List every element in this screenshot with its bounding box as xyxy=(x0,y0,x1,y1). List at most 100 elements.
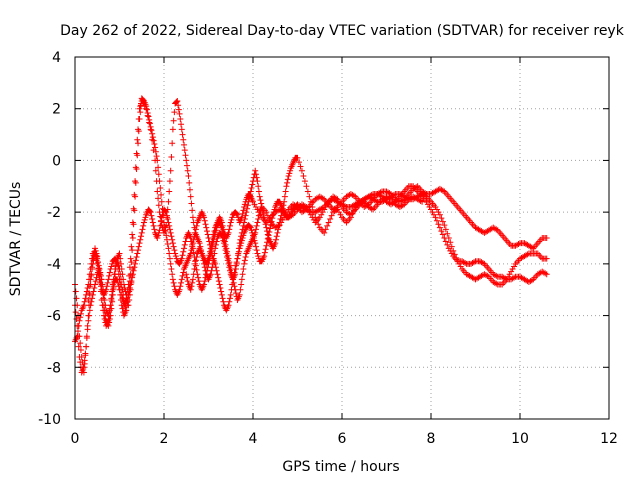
data-point xyxy=(227,262,234,269)
data-point xyxy=(187,286,194,293)
data-point xyxy=(183,274,190,281)
data-point xyxy=(154,235,161,241)
data-point xyxy=(241,257,248,264)
data-point xyxy=(224,248,231,255)
data-point xyxy=(333,195,340,202)
data-point xyxy=(191,224,198,231)
chart-title: Day 262 of 2022, Sidereal Day-to-day VTE… xyxy=(60,23,625,39)
data-point xyxy=(142,214,149,221)
data-point xyxy=(100,291,107,298)
data-point xyxy=(226,298,233,305)
data-point xyxy=(119,305,126,312)
data-point xyxy=(187,193,194,200)
data-point xyxy=(169,271,176,278)
data-point xyxy=(196,240,203,247)
data-point xyxy=(173,255,180,262)
data-point xyxy=(149,134,156,141)
data-point xyxy=(263,209,270,216)
data-point xyxy=(94,259,101,266)
data-point xyxy=(239,226,246,233)
data-point xyxy=(261,253,268,260)
data-point xyxy=(422,190,429,197)
data-point xyxy=(176,286,183,293)
data-point xyxy=(218,288,225,295)
data-point xyxy=(73,316,80,323)
data-point xyxy=(248,185,255,192)
x-tick-label: 2 xyxy=(160,431,169,447)
data-point xyxy=(180,136,187,143)
data-point xyxy=(248,227,255,234)
data-point xyxy=(155,171,162,178)
data-point xyxy=(184,278,191,285)
data-point xyxy=(438,228,445,235)
data-point xyxy=(433,206,440,213)
data-point xyxy=(85,317,92,324)
data-point xyxy=(318,211,325,218)
data-point xyxy=(161,229,167,236)
y-tick-label: 2 xyxy=(52,102,61,118)
data-point xyxy=(241,203,248,210)
data-point xyxy=(218,219,225,226)
data-point xyxy=(169,126,176,133)
data-point xyxy=(167,167,174,174)
data-point xyxy=(242,198,249,205)
data-point xyxy=(417,197,424,204)
data-point xyxy=(216,281,223,288)
data-point xyxy=(149,130,156,137)
data-point xyxy=(254,219,261,226)
data-point xyxy=(140,222,147,229)
data-point xyxy=(83,343,90,350)
data-point xyxy=(92,245,99,252)
data-point xyxy=(135,247,142,254)
data-point xyxy=(511,263,518,270)
data-point xyxy=(237,286,244,293)
data-point xyxy=(333,204,340,211)
data-point xyxy=(128,243,135,250)
data-point xyxy=(168,233,175,240)
data-point xyxy=(132,164,139,171)
data-point xyxy=(164,216,171,223)
data-point xyxy=(135,140,142,147)
data-point xyxy=(166,178,173,185)
data-point xyxy=(189,241,196,248)
data-point xyxy=(151,226,158,233)
data-point xyxy=(80,364,87,371)
data-point xyxy=(150,222,157,229)
data-point xyxy=(303,203,310,210)
data-point xyxy=(399,197,406,204)
data-point xyxy=(117,297,124,304)
data-point xyxy=(80,302,87,309)
data-point xyxy=(253,247,260,254)
data-point xyxy=(272,236,279,243)
data-point xyxy=(298,167,305,174)
data-point xyxy=(442,226,449,233)
data-point xyxy=(162,224,169,231)
data-point xyxy=(82,350,89,357)
data-point xyxy=(484,272,491,279)
data-point xyxy=(253,174,260,181)
data-point xyxy=(300,172,307,179)
data-point xyxy=(170,117,177,124)
data-point xyxy=(286,170,293,177)
data-point xyxy=(337,201,344,208)
data-point xyxy=(386,195,393,202)
data-point xyxy=(441,235,448,241)
data-point xyxy=(228,269,235,276)
data-point xyxy=(73,295,80,302)
data-point xyxy=(84,326,91,333)
data-point xyxy=(280,202,287,209)
data-point xyxy=(306,193,313,200)
data-point xyxy=(184,167,191,174)
data-point xyxy=(135,126,142,133)
data-point xyxy=(225,229,232,236)
data-point xyxy=(107,266,114,273)
data-point xyxy=(101,307,108,314)
data-point xyxy=(304,188,311,195)
data-point xyxy=(195,278,202,285)
data-point xyxy=(284,176,291,183)
data-point xyxy=(108,263,115,270)
data-point xyxy=(158,218,165,225)
data-point xyxy=(249,181,256,188)
data-point xyxy=(106,272,113,279)
data-point xyxy=(169,240,176,247)
